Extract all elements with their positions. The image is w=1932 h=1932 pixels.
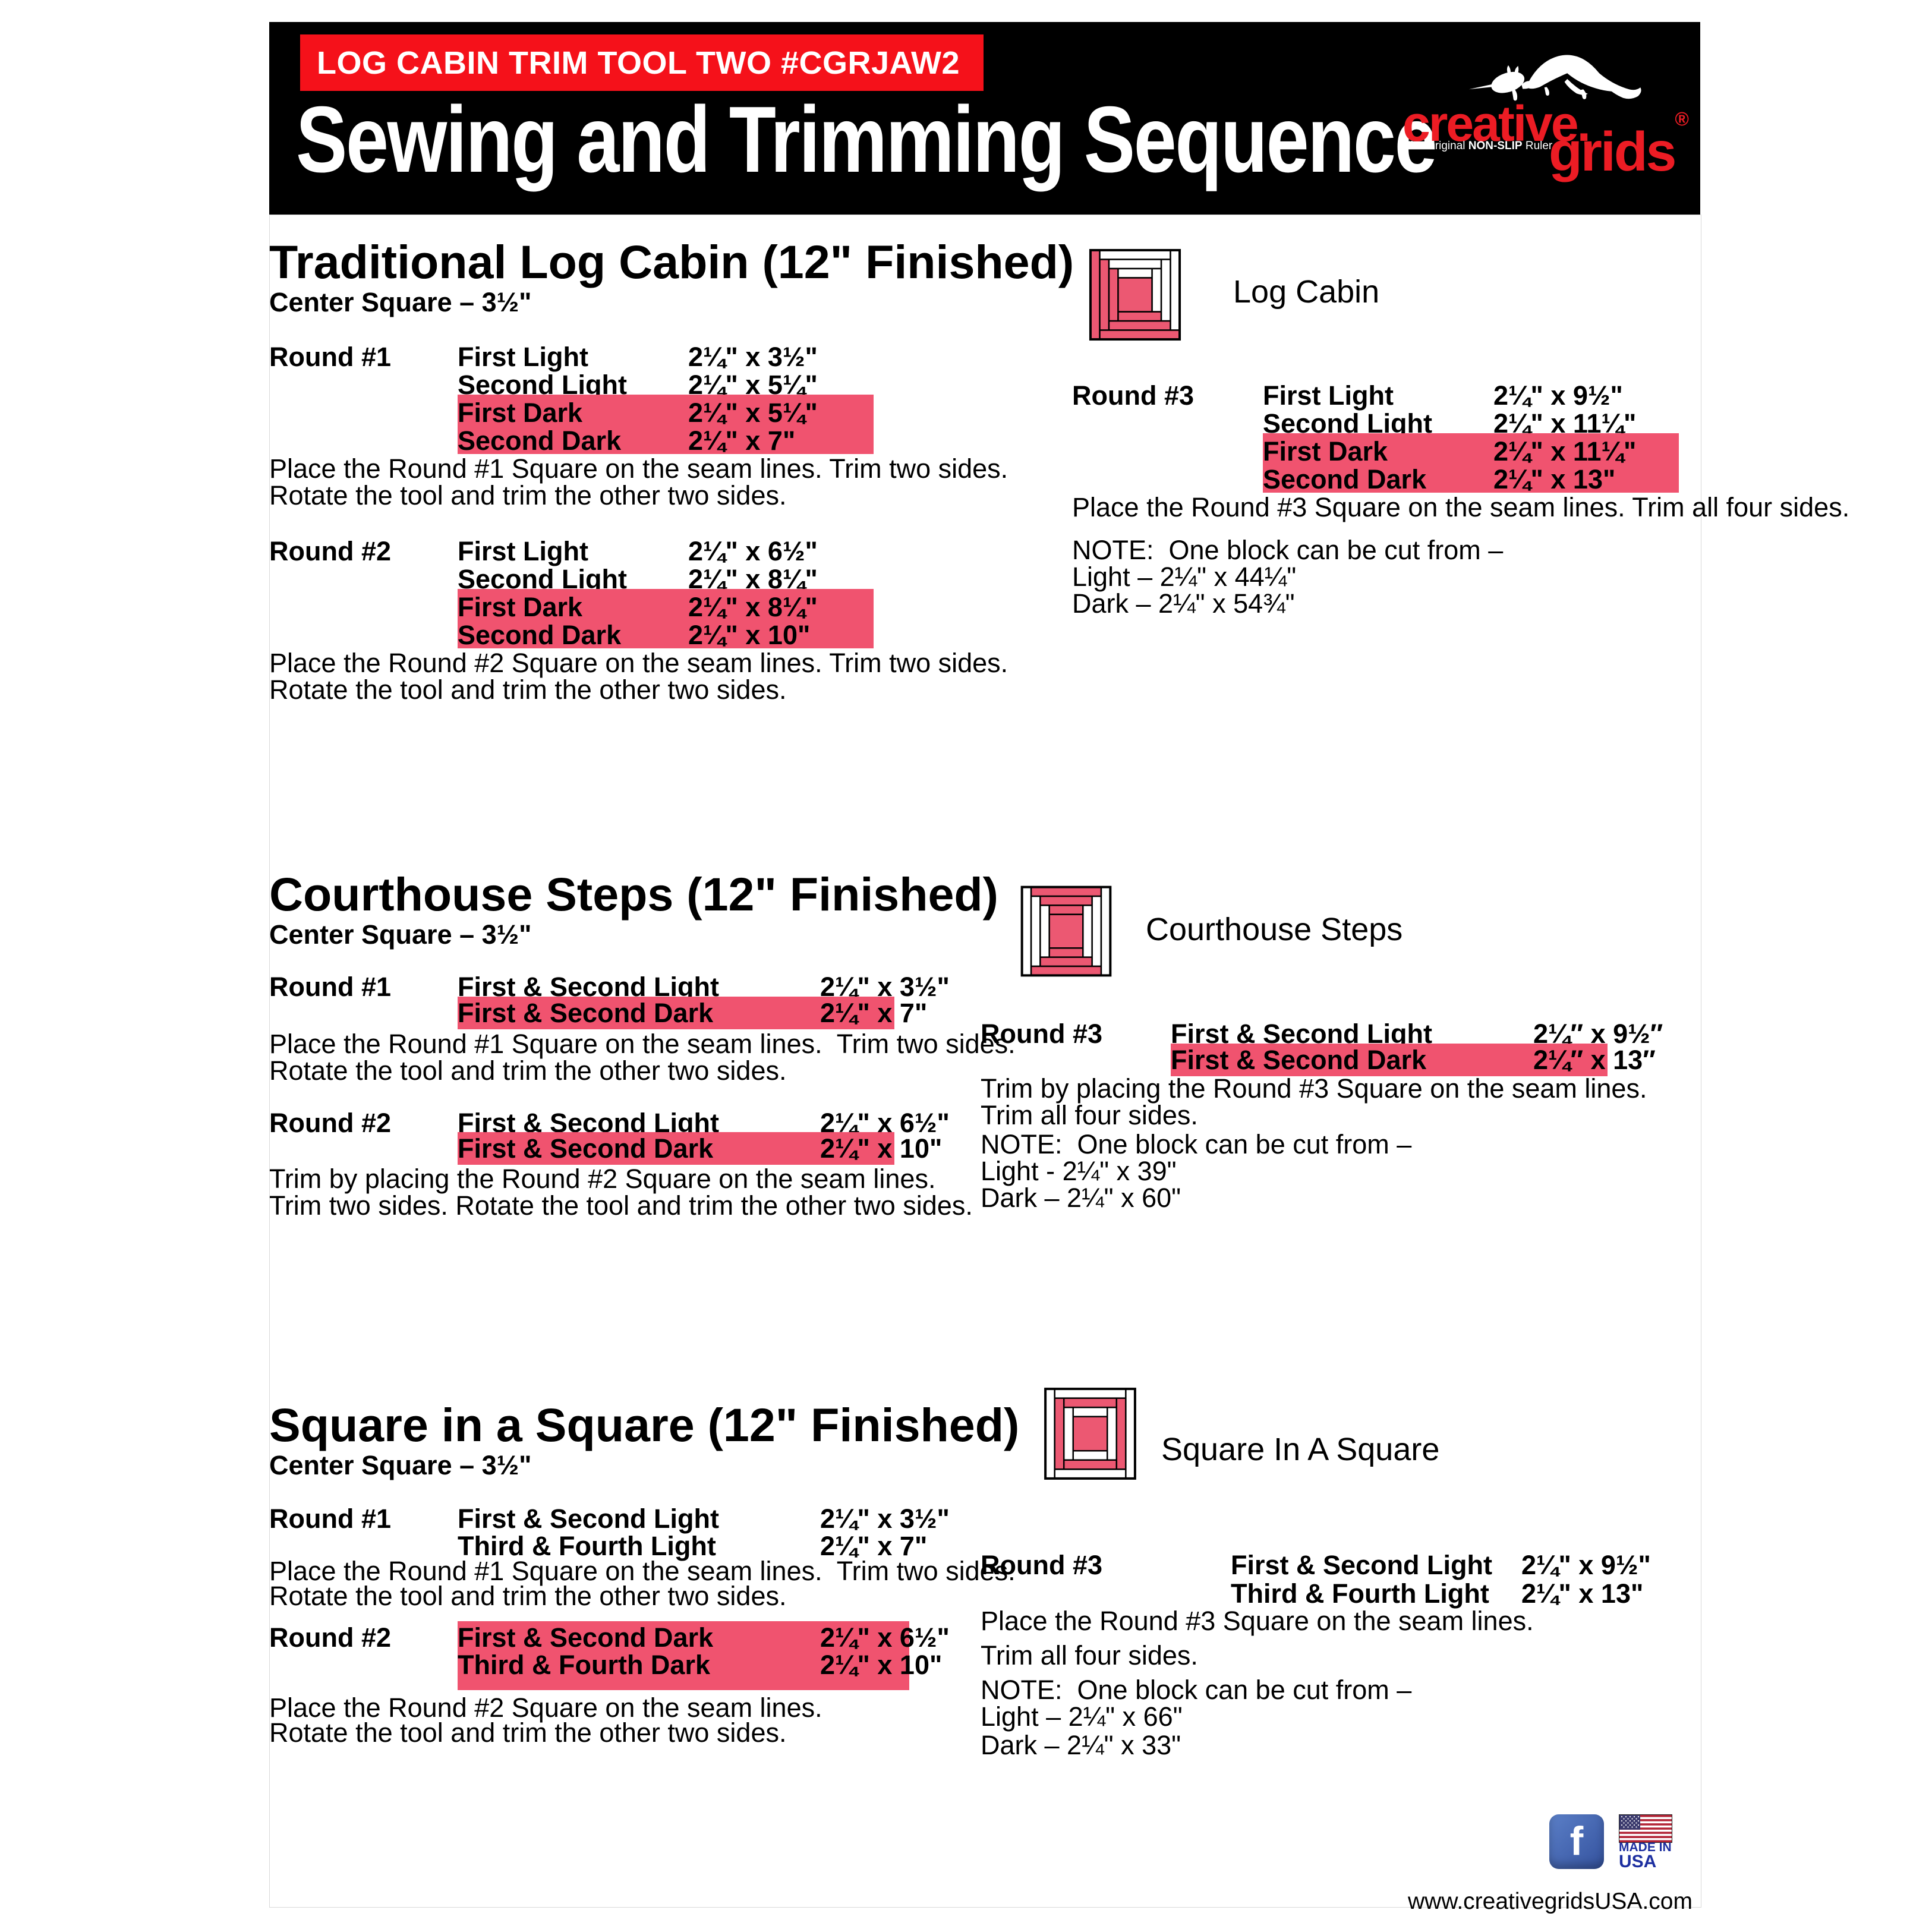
svg-text:f: f [1570,1818,1584,1864]
